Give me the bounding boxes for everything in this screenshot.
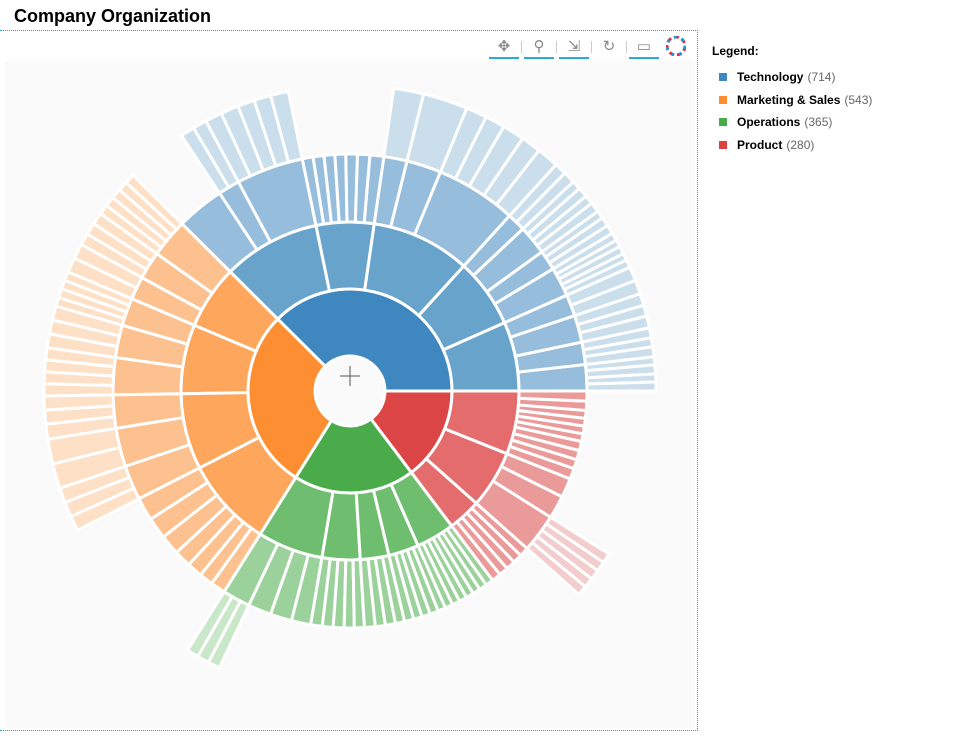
legend-label: Technology: [737, 70, 804, 85]
toolbar: ✥ ⚲ ⇲ ↻ ▭: [489, 35, 691, 59]
product-segment[interactable]: [517, 389, 589, 403]
center-hole: [317, 358, 383, 424]
legend-swatch: [719, 118, 727, 127]
divider: [521, 41, 522, 53]
divider: [591, 41, 592, 53]
legend-swatch: [719, 73, 727, 82]
legend-swatch: [719, 140, 727, 149]
legend-count: (365): [804, 115, 833, 130]
hover-icon[interactable]: ▭: [629, 35, 659, 59]
divider: [626, 41, 627, 53]
legend-label: Marketing & Sales: [737, 92, 841, 107]
legend-item[interactable]: Marketing & Sales (543): [712, 89, 872, 112]
wheel-zoom-icon[interactable]: ⚲: [524, 35, 554, 59]
legend-label: Product: [737, 137, 783, 152]
legend: Legend: Technology (714) Marketing & Sales…: [712, 44, 872, 156]
reset-icon[interactable]: ↻: [602, 38, 616, 55]
legend-label: Operations: [737, 115, 801, 130]
pan-icon[interactable]: ✥: [489, 35, 519, 59]
legend-swatch: [719, 95, 727, 104]
bokeh-logo-icon[interactable]: [661, 35, 691, 59]
legend-item[interactable]: Product (280): [712, 134, 872, 157]
legend-item[interactable]: Technology (714): [712, 66, 872, 89]
tap-select-icon[interactable]: ⇲: [559, 35, 589, 59]
legend-count: (714): [807, 70, 836, 85]
divider: [556, 41, 557, 53]
page-title: Company Organization: [14, 6, 212, 26]
legend-count: (280): [786, 137, 815, 152]
legend-item[interactable]: Operations (365): [712, 111, 872, 134]
crosshair-cursor-icon: [340, 366, 360, 386]
legend-count: (543): [844, 92, 873, 107]
legend-title: Legend:: [712, 44, 759, 58]
